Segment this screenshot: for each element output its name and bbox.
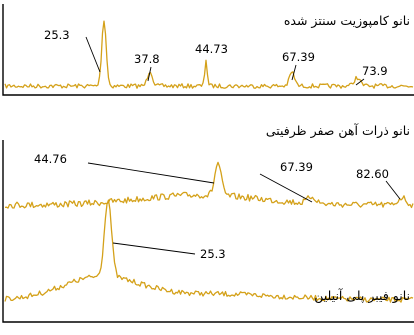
panel-2-pattern	[4, 161, 414, 209]
leader-p1-2	[147, 66, 152, 82]
panel-1-annotations: 25.3 37.8 44.73 67.39 73.9	[44, 28, 388, 86]
leader-p1-4	[291, 64, 297, 81]
panel-3-title: نانو فیبر پلی آنیلین	[314, 288, 410, 304]
peak-label-p1-4: 67.39	[282, 50, 315, 64]
panel-3-frame	[2, 216, 414, 323]
panel-1-pattern	[4, 20, 414, 89]
peak-label-p1-5: 73.9	[362, 64, 388, 78]
peak-label-p2-3: 82.60	[356, 167, 389, 181]
panel-frames	[2, 4, 414, 323]
peak-label-p2-1: 44.76	[34, 152, 67, 166]
leader-p1-5	[355, 78, 365, 86]
panel-2-annotations: 44.76 67.39 82.60	[34, 152, 401, 203]
peak-label-p1-1: 25.3	[44, 28, 70, 42]
panel-1-title: نانو کامپوزیت سنتز شده	[284, 13, 410, 29]
panel-3-annotations: 25.3	[112, 242, 226, 261]
panel-1-frame	[2, 4, 414, 96]
leader-p1-1	[85, 36, 101, 73]
leader-p3-1	[112, 242, 196, 255]
peak-label-p1-3: 44.73	[195, 42, 228, 56]
leader-p2-1	[87, 162, 215, 184]
leader-p2-2	[259, 173, 313, 203]
peak-label-p1-2: 37.8	[134, 52, 160, 66]
peak-label-p3-1: 25.3	[200, 247, 226, 261]
panel-2-title: نانو ذرات آهن صفر ظرفیتی	[266, 123, 410, 139]
peak-label-p2-2: 67.39	[280, 160, 313, 174]
leader-p2-3	[385, 180, 401, 200]
panel-3-pattern	[4, 199, 414, 303]
